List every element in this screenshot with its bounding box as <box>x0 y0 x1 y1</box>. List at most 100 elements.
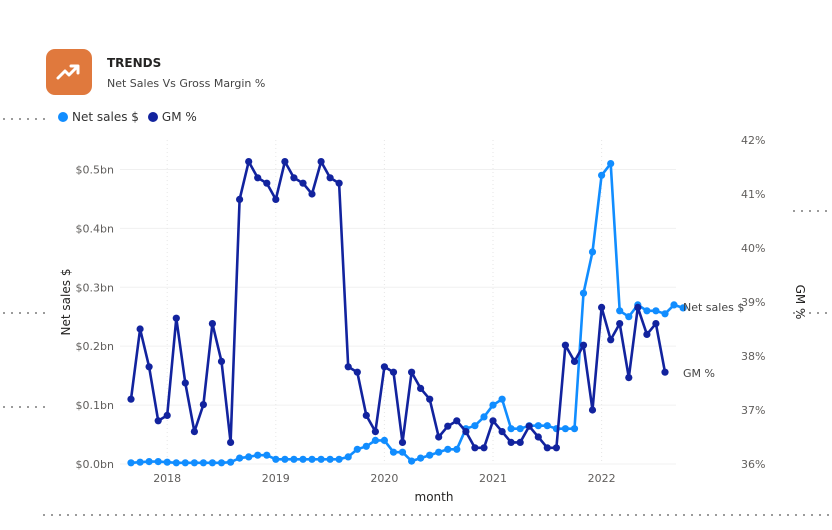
data-point-1 <box>272 195 280 203</box>
data-point-0 <box>136 458 144 466</box>
data-point-1 <box>625 374 633 382</box>
data-point-0 <box>435 448 443 456</box>
data-point-0 <box>299 455 307 463</box>
y-left-axis-title: Net sales $ <box>59 269 73 336</box>
y-left-tick-label: $0.1bn <box>76 399 114 412</box>
data-point-0 <box>344 453 352 461</box>
data-point-0 <box>661 310 669 318</box>
data-point-0 <box>254 451 262 459</box>
data-point-0 <box>570 425 579 433</box>
chart-subtitle: Net Sales Vs Gross Margin % <box>107 77 266 90</box>
data-point-1 <box>362 411 370 419</box>
dotted-divider <box>40 514 830 516</box>
data-point-1 <box>543 444 551 452</box>
data-point-0 <box>371 436 379 444</box>
y-left-tick-label: $0.2bn <box>76 340 114 353</box>
data-point-0 <box>227 458 235 466</box>
data-point-0 <box>236 454 244 462</box>
dotted-divider <box>790 312 832 314</box>
data-point-1 <box>480 444 488 452</box>
data-point-0 <box>398 448 407 456</box>
data-point-1 <box>444 422 452 430</box>
data-point-0 <box>127 459 135 467</box>
data-point-0 <box>498 395 506 403</box>
data-point-0 <box>290 455 298 463</box>
x-tick-label: 2018 <box>153 472 181 485</box>
data-point-1 <box>281 158 289 166</box>
y-right-tick-label: 42% <box>741 134 765 147</box>
data-point-0 <box>625 313 633 321</box>
data-point-0 <box>145 458 153 466</box>
data-point-0 <box>408 457 416 465</box>
data-point-1 <box>462 428 470 436</box>
data-point-1 <box>398 438 407 446</box>
data-point-1 <box>136 325 144 333</box>
data-point-0 <box>534 422 542 430</box>
dotted-divider <box>0 312 48 314</box>
data-point-0 <box>579 289 588 297</box>
legend-swatch-gm <box>147 112 158 122</box>
series-end-label-1: GM % <box>683 367 715 380</box>
dotted-divider <box>0 118 48 120</box>
data-point-1 <box>190 428 198 436</box>
data-point-0 <box>263 451 271 459</box>
data-point-1 <box>489 417 497 425</box>
data-point-0 <box>652 307 660 315</box>
data-point-1 <box>570 357 579 365</box>
x-tick-label: 2019 <box>262 472 290 485</box>
data-point-0 <box>308 455 316 463</box>
data-point-1 <box>127 395 135 403</box>
data-point-0 <box>616 307 624 315</box>
data-point-0 <box>426 451 434 459</box>
data-point-0 <box>670 301 678 309</box>
y-left-tick-label: $0.5bn <box>76 163 114 176</box>
data-point-0 <box>480 413 488 421</box>
data-point-1 <box>426 395 434 403</box>
data-point-1 <box>408 368 416 376</box>
data-point-1 <box>380 363 388 371</box>
data-point-0 <box>154 458 162 466</box>
y-right-tick-label: 39% <box>741 296 765 309</box>
data-point-0 <box>607 160 615 168</box>
data-point-0 <box>471 422 479 430</box>
legend-label-net-sales: Net sales $ <box>72 110 139 124</box>
y-right-tick-label: 36% <box>741 458 765 471</box>
data-point-0 <box>679 304 687 312</box>
legend-item-gm[interactable]: GM % <box>147 110 197 124</box>
data-point-0 <box>272 455 280 463</box>
data-point-0 <box>507 425 515 433</box>
y-left-tick-label: $0.0bn <box>76 458 114 471</box>
dotted-divider <box>790 210 832 212</box>
trend-up-icon <box>46 49 92 95</box>
data-point-0 <box>380 436 388 444</box>
data-point-1 <box>616 320 624 328</box>
data-point-0 <box>389 448 398 456</box>
data-point-1 <box>661 368 669 376</box>
data-point-1 <box>389 368 398 376</box>
data-point-1 <box>163 411 171 419</box>
data-point-1 <box>516 438 524 446</box>
data-point-0 <box>598 171 606 179</box>
data-point-1 <box>652 320 660 328</box>
chart-title: TRENDS <box>107 56 162 70</box>
data-point-1 <box>217 357 226 365</box>
data-point-0 <box>317 455 325 463</box>
data-point-1 <box>598 303 606 311</box>
data-point-1 <box>326 174 334 182</box>
data-point-1 <box>263 179 271 187</box>
data-point-1 <box>561 341 570 349</box>
data-point-1 <box>588 406 597 414</box>
data-point-0 <box>172 459 180 467</box>
data-point-0 <box>561 425 570 433</box>
data-point-1 <box>579 341 588 349</box>
legend-item-net-sales[interactable]: Net sales $ <box>58 110 139 124</box>
data-point-0 <box>326 455 334 463</box>
data-point-1 <box>172 314 180 322</box>
data-point-0 <box>444 445 452 453</box>
data-point-0 <box>190 459 198 467</box>
y-right-tick-label: 41% <box>741 188 765 201</box>
data-point-1 <box>371 428 379 436</box>
data-point-0 <box>588 248 597 256</box>
data-point-1 <box>417 384 425 392</box>
data-point-1 <box>525 422 533 430</box>
